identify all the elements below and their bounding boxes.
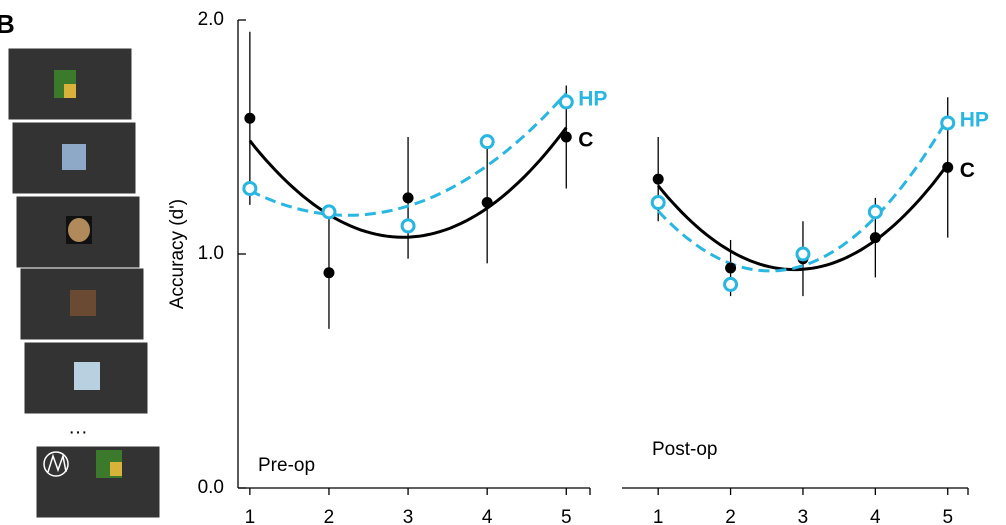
y-tick-label: 2.0 bbox=[198, 9, 224, 30]
x-tick-label: 1 bbox=[653, 507, 664, 525]
ellipsis: … bbox=[68, 416, 88, 438]
point bbox=[725, 278, 737, 290]
stimulus-stack bbox=[8, 48, 160, 518]
series-label: C bbox=[578, 129, 593, 152]
point bbox=[244, 182, 256, 194]
panel-label: Post-op bbox=[652, 439, 717, 460]
x-tick-label: 5 bbox=[561, 507, 572, 525]
y-tick-label: 1.0 bbox=[198, 243, 224, 264]
y-axis-label: Accuracy (d') bbox=[167, 199, 188, 309]
x-tick-label: 4 bbox=[870, 507, 881, 525]
point bbox=[942, 162, 953, 173]
point bbox=[402, 220, 414, 232]
figure: B … Accuracy (d') 0.01.02.012345Pre-opCH… bbox=[0, 0, 1006, 525]
point bbox=[403, 192, 414, 203]
panel-label: Pre-op bbox=[258, 455, 315, 476]
point bbox=[652, 197, 664, 209]
x-tick-label: 5 bbox=[942, 507, 953, 525]
x-tick-label: 2 bbox=[725, 507, 736, 525]
x-tick-label: 2 bbox=[324, 507, 335, 525]
point bbox=[942, 117, 954, 129]
point bbox=[869, 206, 881, 218]
y-tick-label: 0.0 bbox=[198, 477, 224, 498]
point bbox=[561, 132, 572, 143]
series-label: C bbox=[960, 159, 975, 182]
x-tick-label: 4 bbox=[482, 507, 493, 525]
point bbox=[482, 197, 493, 208]
point bbox=[323, 267, 334, 278]
point bbox=[653, 174, 664, 185]
point bbox=[560, 96, 572, 108]
x-tick-label: 3 bbox=[798, 507, 809, 525]
series-label: HP bbox=[578, 87, 607, 110]
x-tick-label: 3 bbox=[403, 507, 414, 525]
point bbox=[323, 206, 335, 218]
point bbox=[797, 248, 809, 260]
point bbox=[870, 232, 881, 243]
point bbox=[244, 113, 255, 124]
point bbox=[725, 263, 736, 274]
panel-letter: B bbox=[0, 9, 15, 39]
x-tick-label: 1 bbox=[245, 507, 256, 525]
point bbox=[481, 136, 493, 148]
series-label: HP bbox=[960, 109, 989, 132]
